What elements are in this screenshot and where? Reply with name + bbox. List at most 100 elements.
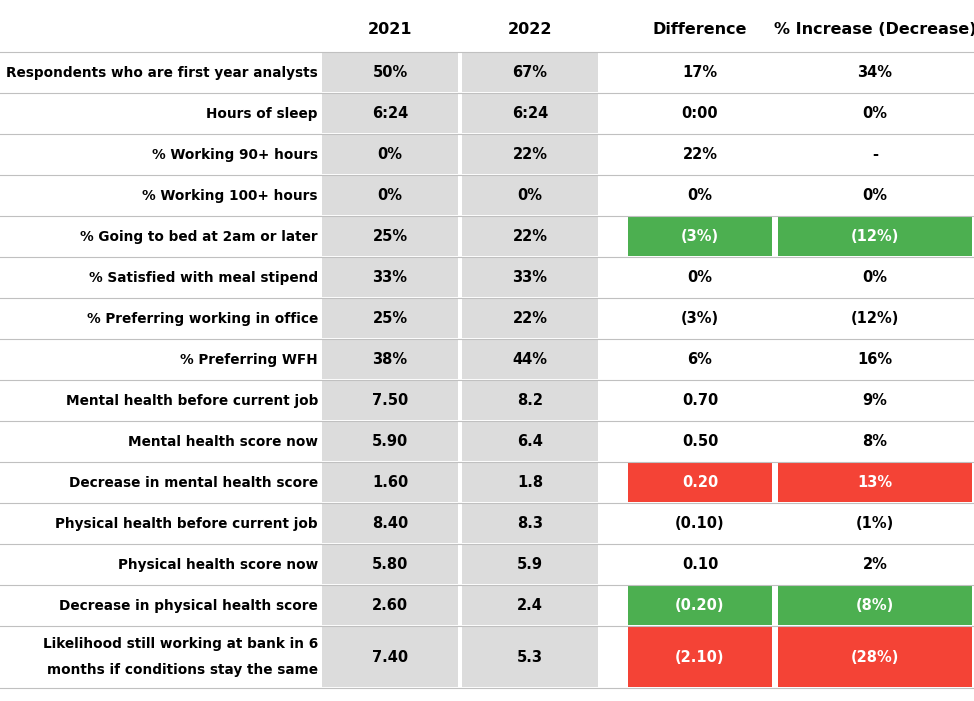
- Bar: [322, 381, 458, 420]
- Bar: [322, 217, 458, 256]
- Text: Difference: Difference: [653, 22, 747, 37]
- Text: 2.60: 2.60: [372, 598, 408, 613]
- Text: Likelihood still working at bank in 6: Likelihood still working at bank in 6: [43, 637, 318, 651]
- Text: (8%): (8%): [856, 598, 894, 613]
- Text: 0%: 0%: [378, 147, 402, 162]
- Bar: [628, 217, 772, 256]
- Text: 50%: 50%: [372, 65, 408, 80]
- Bar: [462, 94, 598, 133]
- Text: 33%: 33%: [372, 270, 407, 285]
- Bar: [628, 586, 772, 625]
- Text: 2022: 2022: [507, 22, 552, 37]
- Text: 0.20: 0.20: [682, 475, 718, 490]
- Text: 0:00: 0:00: [682, 106, 718, 121]
- Text: 0%: 0%: [863, 270, 887, 285]
- Text: 25%: 25%: [372, 311, 407, 326]
- Text: 17%: 17%: [683, 65, 718, 80]
- Bar: [462, 586, 598, 625]
- Text: (12%): (12%): [851, 311, 899, 326]
- Text: % Preferring working in office: % Preferring working in office: [87, 311, 318, 325]
- Bar: [322, 176, 458, 215]
- Text: 6:24: 6:24: [372, 106, 408, 121]
- Text: Decrease in physical health score: Decrease in physical health score: [59, 599, 318, 613]
- Text: 34%: 34%: [857, 65, 892, 80]
- Text: 2%: 2%: [863, 557, 887, 572]
- Text: 33%: 33%: [512, 270, 547, 285]
- Text: Mental health score now: Mental health score now: [128, 435, 318, 449]
- Text: 25%: 25%: [372, 229, 407, 244]
- Text: 16%: 16%: [857, 352, 892, 367]
- Bar: [462, 627, 598, 687]
- Text: 1.8: 1.8: [517, 475, 543, 490]
- Text: 67%: 67%: [512, 65, 547, 80]
- Text: 6%: 6%: [688, 352, 712, 367]
- Text: 38%: 38%: [372, 352, 407, 367]
- Bar: [462, 381, 598, 420]
- Text: 22%: 22%: [512, 229, 547, 244]
- Text: 0%: 0%: [688, 270, 713, 285]
- Text: 0%: 0%: [863, 188, 887, 203]
- Text: % Increase (Decrease): % Increase (Decrease): [773, 22, 974, 37]
- Text: (3%): (3%): [681, 311, 719, 326]
- Text: 0%: 0%: [863, 106, 887, 121]
- Bar: [778, 627, 972, 687]
- Text: 22%: 22%: [512, 311, 547, 326]
- Text: 22%: 22%: [512, 147, 547, 162]
- Bar: [322, 545, 458, 584]
- Text: 0.50: 0.50: [682, 434, 718, 449]
- Bar: [322, 463, 458, 502]
- Bar: [462, 135, 598, 174]
- Text: (2.10): (2.10): [675, 650, 725, 665]
- Bar: [322, 586, 458, 625]
- Text: 1.60: 1.60: [372, 475, 408, 490]
- Text: Physical health before current job: Physical health before current job: [56, 517, 318, 531]
- Text: Respondents who are first year analysts: Respondents who are first year analysts: [6, 65, 318, 79]
- Bar: [322, 340, 458, 379]
- Bar: [462, 422, 598, 461]
- Text: 6.4: 6.4: [517, 434, 543, 449]
- Bar: [322, 627, 458, 687]
- Bar: [628, 463, 772, 502]
- Bar: [462, 176, 598, 215]
- Bar: [322, 94, 458, 133]
- Text: 9%: 9%: [863, 393, 887, 408]
- Text: (3%): (3%): [681, 229, 719, 244]
- Text: 5.90: 5.90: [372, 434, 408, 449]
- Text: 2.4: 2.4: [517, 598, 543, 613]
- Text: 7.50: 7.50: [372, 393, 408, 408]
- Text: % Preferring WFH: % Preferring WFH: [180, 353, 318, 367]
- Bar: [462, 258, 598, 297]
- Text: 0%: 0%: [688, 188, 713, 203]
- Text: (28%): (28%): [851, 650, 899, 665]
- Text: 44%: 44%: [512, 352, 547, 367]
- Text: (0.10): (0.10): [675, 516, 725, 531]
- Text: -: -: [872, 147, 878, 162]
- Text: 7.40: 7.40: [372, 650, 408, 665]
- Text: Decrease in mental health score: Decrease in mental health score: [69, 475, 318, 489]
- Text: 22%: 22%: [683, 147, 718, 162]
- Text: 8%: 8%: [863, 434, 887, 449]
- Text: 8.2: 8.2: [517, 393, 543, 408]
- Text: 6:24: 6:24: [512, 106, 548, 121]
- Bar: [322, 422, 458, 461]
- Bar: [628, 627, 772, 687]
- Text: months if conditions stay the same: months if conditions stay the same: [47, 663, 318, 677]
- Text: Mental health before current job: Mental health before current job: [65, 393, 318, 407]
- Text: 0.70: 0.70: [682, 393, 718, 408]
- Text: % Satisfied with meal stipend: % Satisfied with meal stipend: [89, 271, 318, 285]
- Text: (12%): (12%): [851, 229, 899, 244]
- Bar: [322, 504, 458, 543]
- Text: % Working 90+ hours: % Working 90+ hours: [152, 147, 318, 161]
- Bar: [462, 463, 598, 502]
- Text: 0%: 0%: [517, 188, 543, 203]
- Text: (1%): (1%): [856, 516, 894, 531]
- Bar: [462, 217, 598, 256]
- Text: 8.40: 8.40: [372, 516, 408, 531]
- Text: 8.3: 8.3: [517, 516, 543, 531]
- Text: 2021: 2021: [368, 22, 412, 37]
- Text: (0.20): (0.20): [675, 598, 725, 613]
- Text: 0.10: 0.10: [682, 557, 718, 572]
- Text: % Working 100+ hours: % Working 100+ hours: [142, 189, 318, 203]
- Text: 5.9: 5.9: [517, 557, 543, 572]
- Bar: [462, 545, 598, 584]
